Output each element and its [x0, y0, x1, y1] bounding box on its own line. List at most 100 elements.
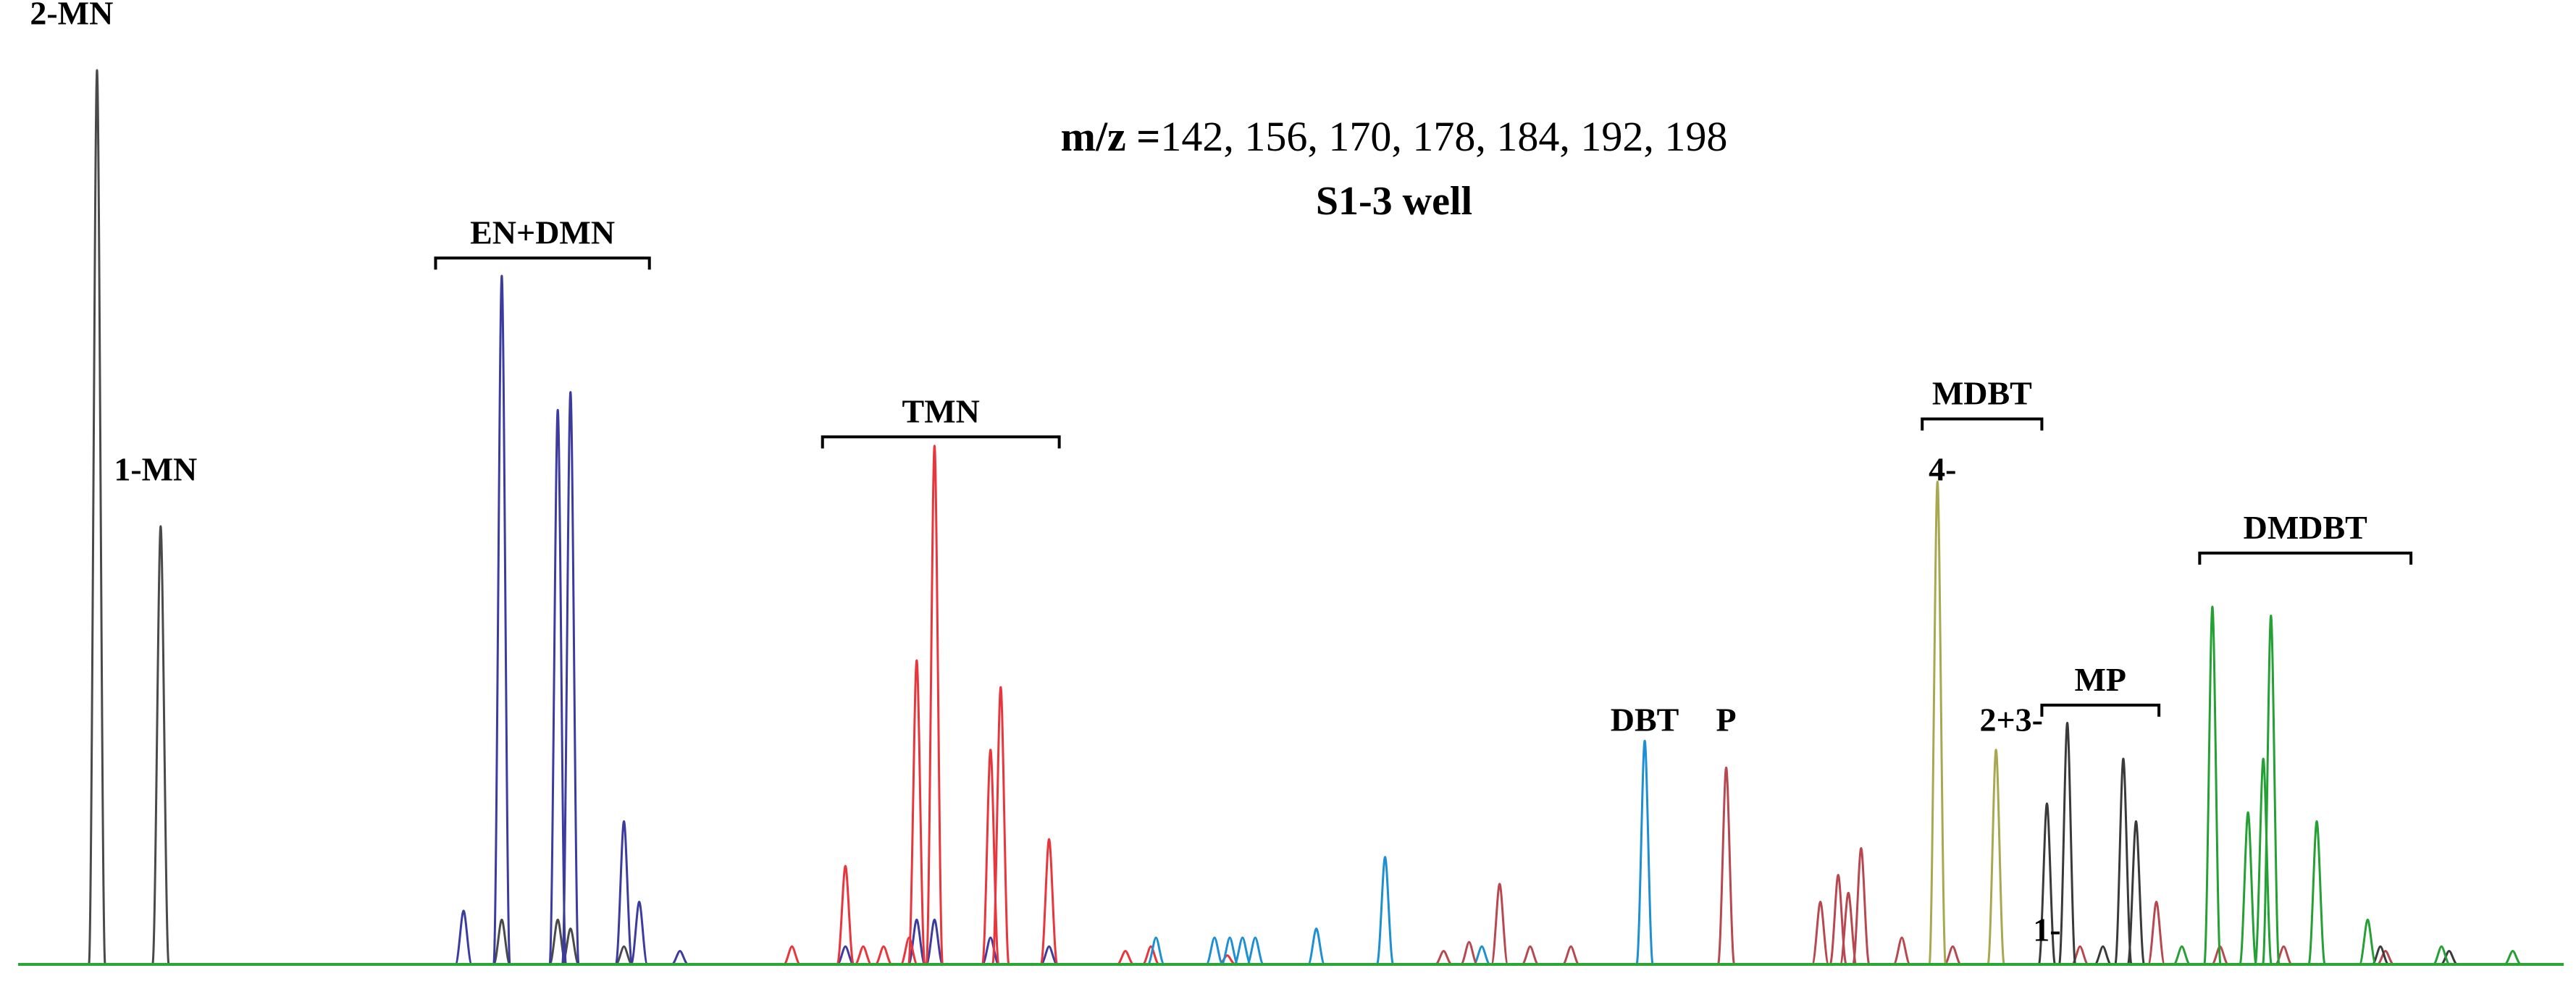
series-m-z-192	[2037, 722, 2458, 966]
peak-m-z-212-6	[2358, 918, 2378, 966]
peak-m-z-170-10	[1117, 949, 1134, 966]
series-m-z-184	[1146, 739, 1654, 966]
chart-title: m/z =142, 156, 170, 178, 184, 192, 198	[1061, 113, 1728, 160]
peak-m-z-198-0	[1928, 480, 1947, 966]
peak-m-z-178-1	[1459, 940, 1479, 966]
peak-m-z-156-0	[454, 909, 473, 966]
peak-m-z-156-2	[548, 408, 567, 966]
peak-m-z-178-3	[1521, 945, 1539, 966]
title-prefix: m/z =	[1061, 113, 1161, 160]
peak-m-z-178-13	[2147, 901, 2166, 966]
peak-m-z-170-4	[899, 936, 918, 966]
title-values: 142, 156, 170, 178, 184, 192, 198	[1160, 113, 1727, 160]
series-m-z-198	[1928, 480, 2005, 966]
peak-m-z-156-8	[907, 918, 926, 966]
peak-label-4-4: 4-	[1929, 450, 1956, 487]
peak-label-1-mn-1: 1-MN	[114, 450, 197, 487]
peak-m-z-178-2	[1490, 883, 1509, 966]
group-label-tmn: TMN	[902, 392, 980, 429]
peak-m-z-192-3	[2114, 757, 2133, 966]
peak-m-z-178-8	[1839, 891, 1858, 966]
peak-m-z-184-1	[1205, 936, 1224, 966]
group-label-mdbt: MDBT	[1932, 375, 2032, 412]
peak-m-z-156-3	[561, 391, 580, 966]
group-label-mp: MP	[2075, 661, 2127, 698]
peak-m-z-178-11	[1944, 945, 1962, 966]
peak-m-z-170-8	[991, 686, 1010, 966]
peak-m-z-156-9	[925, 918, 944, 966]
peak-m-z-142-1	[151, 525, 170, 966]
peak-m-z-170-9	[1039, 838, 1059, 966]
peak-label-2-3-5: 2+3-	[1979, 701, 2043, 738]
peak-m-z-184-2	[1220, 936, 1239, 966]
peak-m-z-170-3	[875, 945, 893, 966]
bracket-dmdbt	[2198, 551, 2413, 565]
series-traces	[88, 69, 2522, 966]
peak-m-z-192-1	[2057, 722, 2077, 966]
series-m-z-212	[2173, 605, 2522, 966]
peak-label-2-mn-0: 2-MN	[30, 0, 113, 32]
peak-m-z-156-1	[492, 274, 511, 966]
peak-m-z-156-7	[836, 945, 855, 966]
peak-m-z-170-1	[836, 864, 855, 966]
peak-m-z-156-10	[981, 936, 1000, 966]
bracket-tmn	[821, 435, 1061, 449]
peak-m-z-170-11	[1142, 945, 1160, 966]
bracket-mp	[2040, 703, 2161, 717]
series-m-z-170	[783, 445, 1236, 966]
peak-m-z-178-16	[2377, 949, 2394, 966]
bracket-en-dmn	[434, 256, 651, 270]
bracket-mdbt	[1921, 417, 2044, 431]
peak-m-z-192-4	[2126, 820, 2146, 966]
peak-m-z-178-5	[1716, 766, 1736, 966]
peak-m-z-170-2	[854, 945, 873, 966]
peak-m-z-184-3	[1233, 936, 1252, 966]
peak-label-1-6: 1-	[2033, 911, 2060, 948]
peak-m-z-142-5	[615, 945, 633, 966]
peak-m-z-170-0	[783, 945, 801, 966]
chart-subtitle: S1-3 well	[1316, 179, 1472, 224]
peak-m-z-178-4	[1562, 945, 1580, 966]
peak-m-z-212-0	[2173, 945, 2191, 966]
peak-m-z-212-2	[2239, 811, 2257, 966]
peak-m-z-212-3	[2254, 757, 2273, 966]
peak-m-z-198-1	[1986, 749, 2005, 966]
peak-m-z-178-10	[1892, 936, 1911, 966]
peak-m-z-192-2	[2094, 945, 2112, 966]
peak-m-z-178-14	[2211, 945, 2229, 966]
series-m-z-178	[1435, 766, 2394, 966]
peak-m-z-184-5	[1306, 927, 1326, 966]
peak-m-z-184-4	[1246, 936, 1264, 966]
peak-m-z-184-0	[1146, 936, 1165, 966]
peak-m-z-178-9	[1852, 846, 1871, 966]
peak-m-z-178-6	[1811, 901, 1830, 966]
peak-m-z-178-0	[1435, 949, 1453, 966]
peak-m-z-156-11	[1040, 945, 1058, 966]
peak-m-z-156-5	[629, 901, 649, 966]
group-label-dmdbt: DMDBT	[2244, 509, 2367, 546]
series-m-z-142	[88, 69, 633, 966]
group-label-en-dmn: EN+DMN	[470, 214, 615, 251]
peak-m-z-170-6	[925, 445, 944, 966]
peak-m-z-212-4	[2262, 614, 2281, 966]
peak-label-p-3: P	[1716, 701, 1737, 738]
peak-m-z-192-6	[2440, 949, 2458, 966]
peak-label-dbt-2: DBT	[1611, 701, 1679, 738]
peak-m-z-184-6	[1375, 856, 1395, 966]
peak-labels: EN+DMN TMN MDBT MP DMDBT 2-MN 1-MN DBT P 4- 2+3- 1-	[30, 0, 2367, 948]
peak-m-z-156-6	[671, 949, 689, 966]
peak-m-z-212-1	[2203, 605, 2222, 966]
peak-m-z-142-2	[492, 918, 511, 966]
group-brackets	[434, 256, 2413, 717]
peak-m-z-192-0	[2037, 802, 2057, 966]
peak-m-z-156-4	[614, 820, 634, 966]
peak-m-z-170-5	[907, 659, 926, 966]
peak-m-z-178-7	[1829, 874, 1847, 966]
peak-m-z-184-8	[1635, 739, 1654, 966]
peak-m-z-142-0	[88, 69, 106, 966]
peak-m-z-184-7	[1473, 945, 1491, 966]
series-m-z-156	[454, 274, 1058, 966]
peak-m-z-212-8	[2504, 949, 2522, 966]
peak-m-z-212-7	[2433, 945, 2451, 966]
